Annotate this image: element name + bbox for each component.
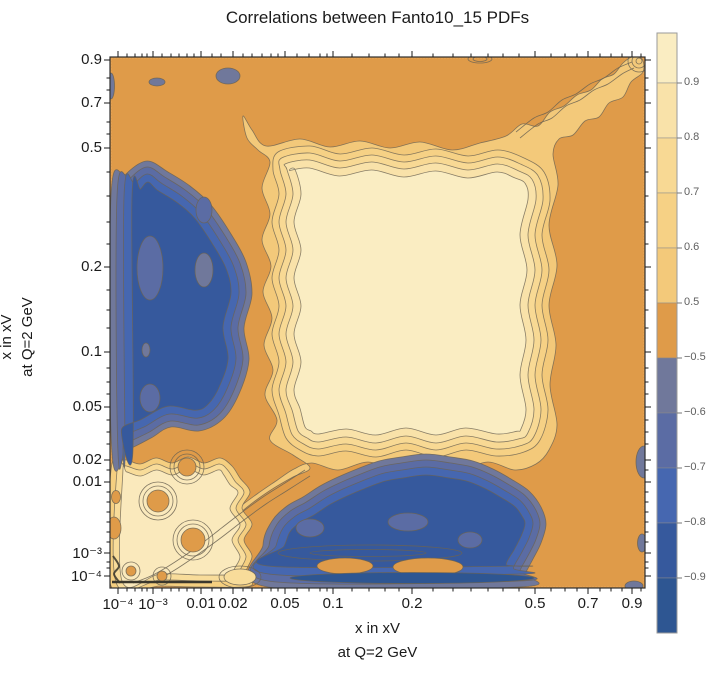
contour-spot (195, 196, 213, 224)
colorbar-tick-label: −0.5 (684, 351, 706, 363)
colorbar-tick-label: 0.9 (684, 76, 700, 88)
contour-spot (624, 580, 644, 588)
colorbar-segment (656, 82, 678, 139)
x-tick-label: 0.9 (621, 595, 643, 612)
contour-band-corner-complex-positive (119, 462, 248, 588)
contour-spot (218, 565, 262, 588)
colorbar-tick-label: 0.8 (684, 131, 700, 143)
contour-band-central-positive-inner (289, 167, 529, 436)
contour-ring-core (177, 457, 197, 477)
x-tick-label: 10⁻³ (138, 596, 168, 613)
contour-spot (223, 568, 257, 586)
contour-ring (631, 57, 645, 69)
contour-ring (169, 449, 205, 485)
contour-ring (627, 57, 645, 73)
x-tick-label: 0.2 (401, 595, 423, 612)
colorbar-segment (656, 357, 678, 414)
contour-ring (172, 519, 214, 561)
contour-spot (148, 77, 166, 87)
contour-spot (141, 342, 151, 358)
y-tick-label: 0.7 (81, 94, 102, 111)
contour-spot (467, 57, 493, 64)
contour-open-line (519, 67, 635, 139)
colorbar-frame (656, 32, 678, 634)
colorbar-tick-label: −0.8 (684, 516, 706, 528)
y-tick-label: 0.5 (81, 139, 102, 156)
y-axis-title-line1: x in xV (0, 314, 15, 360)
contour-ring-core (635, 57, 643, 65)
colorbar-segment (656, 522, 678, 579)
colorbar-segment (656, 137, 678, 194)
y-tick-label: 0.02 (72, 451, 102, 468)
x-tick-label: 0.01 (186, 595, 216, 612)
contour-spot (387, 512, 429, 532)
colorbar-segment (656, 192, 678, 249)
y-tick-label: 0.2 (81, 258, 102, 275)
x-tick-label: 0.7 (577, 595, 599, 612)
contour-ring (142, 485, 174, 517)
contour-spot (295, 518, 325, 538)
y-tick-label: 0.05 (72, 398, 102, 415)
contour-spot (136, 235, 164, 301)
contour-spot (635, 445, 645, 479)
colorbar-segment (656, 577, 678, 634)
colorbar-tick-label: 0.5 (684, 296, 700, 308)
contour-field (110, 57, 645, 588)
y-tick-label: 0.9 (81, 51, 102, 68)
contour-spot (111, 490, 121, 504)
y-tick-label: 10⁻³ (72, 545, 102, 562)
contour-open-line (112, 555, 121, 584)
contour-spot (110, 516, 122, 540)
contour-ring (138, 481, 178, 521)
contour-spot (309, 549, 427, 557)
x-tick-label: 10⁻⁴ (102, 596, 134, 613)
contour-ring (152, 566, 172, 586)
y-tick-label: 10⁻⁴ (70, 568, 102, 585)
contour-ring (173, 453, 201, 481)
contour-open-line (515, 61, 633, 133)
colorbar (656, 32, 682, 634)
y-axis-title-line2: at Q=2 GeV (19, 297, 36, 377)
contour-spot (457, 531, 483, 549)
contour-spot (316, 557, 374, 575)
axis-ticks (104, 51, 651, 594)
x-tick-label: 0.5 (524, 595, 546, 612)
contour-ring-core (156, 570, 168, 582)
x-axis-title-line2: at Q=2 GeV (337, 644, 418, 661)
colorbar-tick-label: 0.7 (684, 186, 700, 198)
contour-open-line (157, 475, 311, 581)
contour-ring (176, 523, 210, 557)
colorbar-segment (656, 247, 678, 304)
colorbar-tick-label: −0.6 (684, 406, 706, 418)
contour-spot (637, 533, 645, 553)
y-tick-label: 0.01 (72, 473, 102, 490)
contour-spot (472, 57, 488, 62)
colorbar-tick-label: 0.6 (684, 241, 700, 253)
x-axis-title-line1: x in xV (354, 620, 400, 637)
contour-spot (215, 67, 241, 85)
x-tick-label: 0.02 (218, 595, 248, 612)
contour-ring (121, 561, 141, 581)
contour-spot (110, 72, 115, 100)
contour-spot (194, 252, 214, 288)
chart-title: Correlations between Fanto10_15 PDFs (225, 8, 530, 27)
colorbar-tick-label: −0.7 (684, 461, 706, 473)
contour-ring-core (125, 565, 137, 577)
contour-spot (277, 544, 463, 562)
contour-ring-core (180, 527, 206, 553)
colorbar-segment (656, 467, 678, 524)
contour-spot (139, 383, 161, 413)
colorbar-tick-label: −0.9 (684, 571, 706, 583)
colorbar-segment (656, 302, 678, 359)
contour-ring-core (146, 489, 170, 513)
y-tick-label: 0.1 (81, 343, 102, 360)
contour-spot (289, 572, 535, 584)
x-tick-label: 0.1 (322, 595, 344, 612)
x-tick-label: 0.05 (270, 595, 300, 612)
colorbar-segment (656, 412, 678, 469)
plot-frame (109, 56, 646, 589)
colorbar-segment (656, 32, 678, 84)
